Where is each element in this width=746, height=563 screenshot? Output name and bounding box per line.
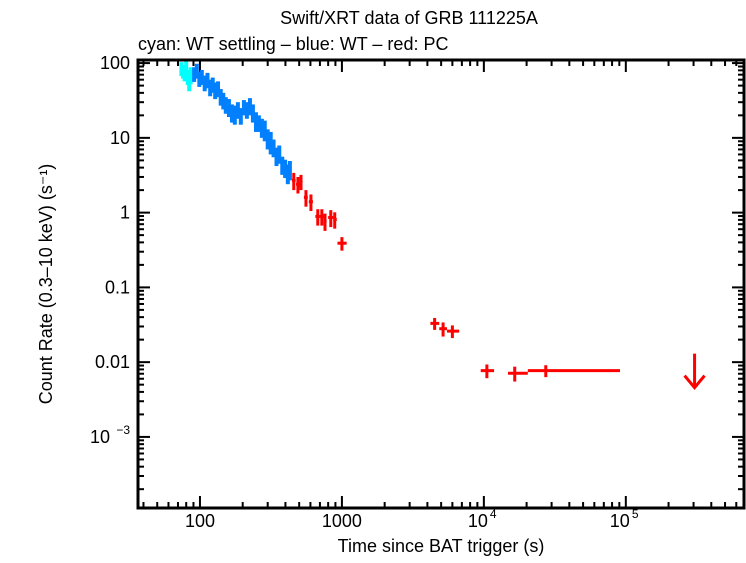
series-wt (192, 63, 292, 185)
upper-limit-arrow (683, 353, 706, 390)
y-tick-label-exponent: −3 (116, 423, 130, 437)
y-tick-label: 1 (120, 203, 130, 223)
chart-title: Swift/XRT data of GRB 111225A (280, 8, 538, 28)
x-tick-label: 100 (185, 511, 215, 531)
y-tick-label: 0.1 (105, 277, 130, 297)
y-axis-label: Count Rate (0.3–10 keV) (s⁻¹) (36, 164, 56, 405)
plot-area (138, 60, 744, 508)
x-tick-label-exponent: 5 (632, 507, 639, 521)
x-tick-label: 10 (468, 511, 488, 531)
y-tick-label: 10 (110, 128, 130, 148)
upper-limit-head (683, 374, 706, 390)
y-tick-label: 10 (90, 427, 110, 447)
plot-frame (136, 58, 746, 510)
x-tick-label: 10 (610, 511, 630, 531)
chart-subtitle: cyan: WT settling – blue: WT – red: PC (138, 34, 448, 54)
series-pc (292, 172, 621, 382)
x-axis-label: Time since BAT trigger (s) (338, 536, 545, 556)
y-tick-label: 0.01 (95, 352, 130, 372)
y-tick-label: 100 (100, 53, 130, 73)
series-wt-settling (179, 60, 193, 92)
x-tick-label-exponent: 4 (490, 507, 497, 521)
x-tick-label: 1000 (322, 511, 362, 531)
